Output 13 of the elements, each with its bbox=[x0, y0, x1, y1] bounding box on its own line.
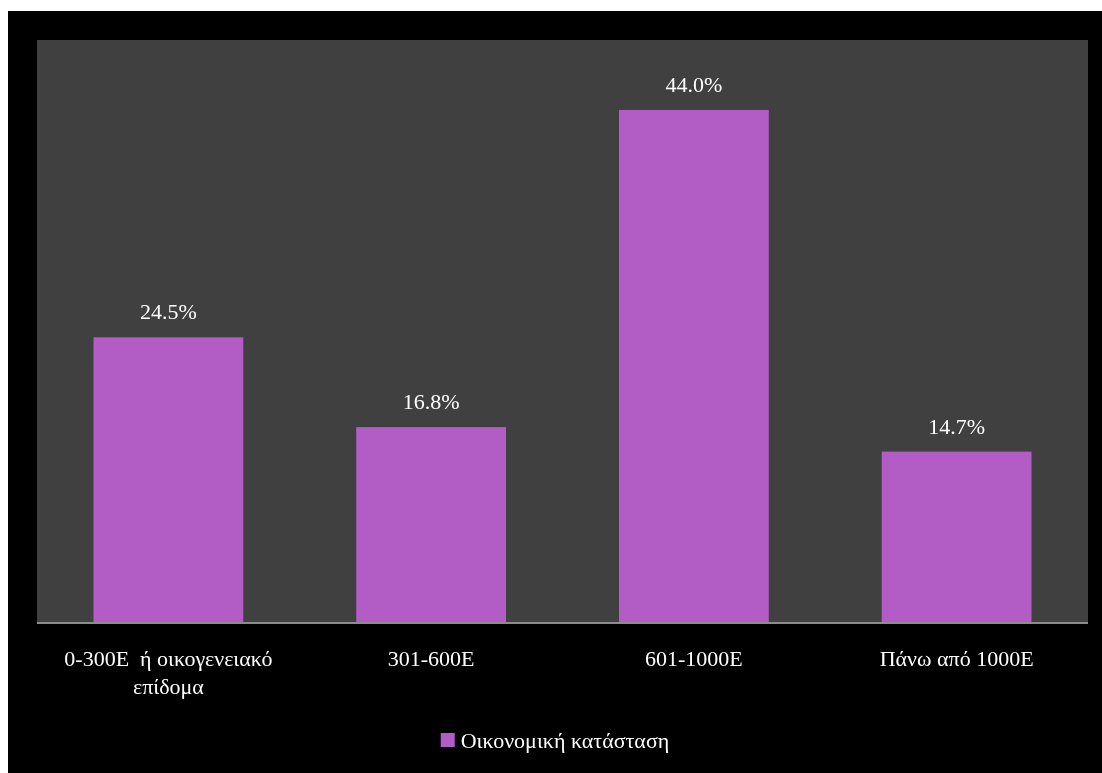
x-tick-label: 0-300E ή οικογενειακό επίδομα bbox=[64, 646, 273, 699]
bar bbox=[618, 109, 769, 623]
data-label: 44.0% bbox=[665, 71, 723, 97]
bar bbox=[881, 451, 1032, 623]
x-tick-label: Πάνω από 1000E bbox=[879, 646, 1034, 671]
data-label: 24.5% bbox=[139, 299, 197, 325]
bar bbox=[356, 427, 507, 623]
bar bbox=[93, 337, 244, 623]
data-label: 16.8% bbox=[402, 389, 460, 415]
x-tick-label: 601-1000E bbox=[644, 646, 743, 671]
legend-label: Οικονομική κατάσταση bbox=[460, 727, 670, 753]
data-label: 14.7% bbox=[928, 413, 986, 439]
x-tick-label: 301-600E bbox=[387, 646, 475, 671]
